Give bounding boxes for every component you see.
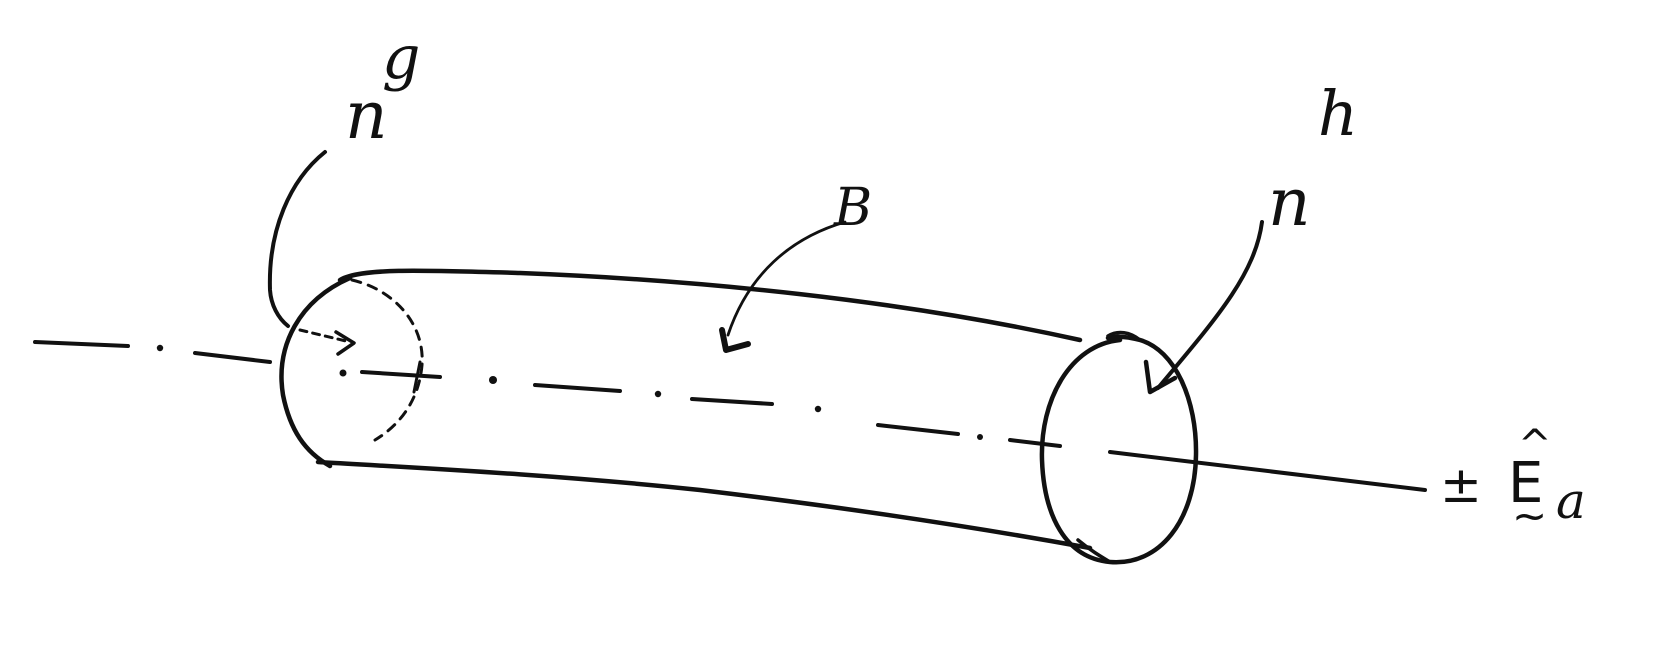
cylinder-body [315,268,1093,551]
right-end-face [1039,330,1199,565]
body-leader [719,220,847,353]
axis-line [33,340,1427,492]
right-end-leader [1143,220,1264,395]
axis-dot [489,376,497,384]
axis-label-sign: ± [1440,456,1482,514]
axis-dot [654,390,662,398]
axis-dot [156,344,164,352]
right-end-label-superscript: h [1318,77,1358,150]
left-end-label: n g [345,23,420,154]
axis-label-hat: ^ [1518,422,1552,468]
left-end-arrow [298,328,352,344]
left-end-face [279,275,424,469]
left-end-label-base: n [345,77,388,154]
axis-label-tilde: ~ [1512,491,1547,540]
axis-label-vector: E [1508,451,1543,516]
left-end-leader [267,150,327,328]
axis-label: ± ^ E ~ a [1440,422,1586,540]
axis-dot [814,405,822,413]
left-end-label-superscript: g [382,23,420,93]
left-end-dot [339,369,347,377]
body-label: B [833,178,872,238]
left-end-arrowhead [334,330,356,356]
axis-dot [977,434,983,440]
axis-label-subscript: a [1556,472,1586,530]
right-end-label: n h [1268,77,1358,241]
right-end-label-base: n [1268,164,1311,241]
